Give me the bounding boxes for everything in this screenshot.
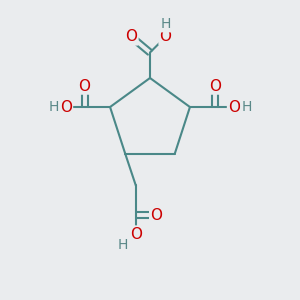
Text: O: O bbox=[209, 79, 221, 94]
Text: O: O bbox=[228, 100, 240, 115]
Text: O: O bbox=[150, 208, 162, 223]
Text: O: O bbox=[60, 100, 72, 115]
Text: O: O bbox=[160, 29, 172, 44]
Text: H: H bbox=[48, 100, 59, 114]
Text: O: O bbox=[130, 226, 142, 242]
Text: H: H bbox=[117, 238, 128, 252]
Text: O: O bbox=[79, 79, 91, 94]
Text: H: H bbox=[242, 100, 252, 114]
Text: O: O bbox=[125, 29, 137, 44]
Text: H: H bbox=[160, 17, 171, 31]
